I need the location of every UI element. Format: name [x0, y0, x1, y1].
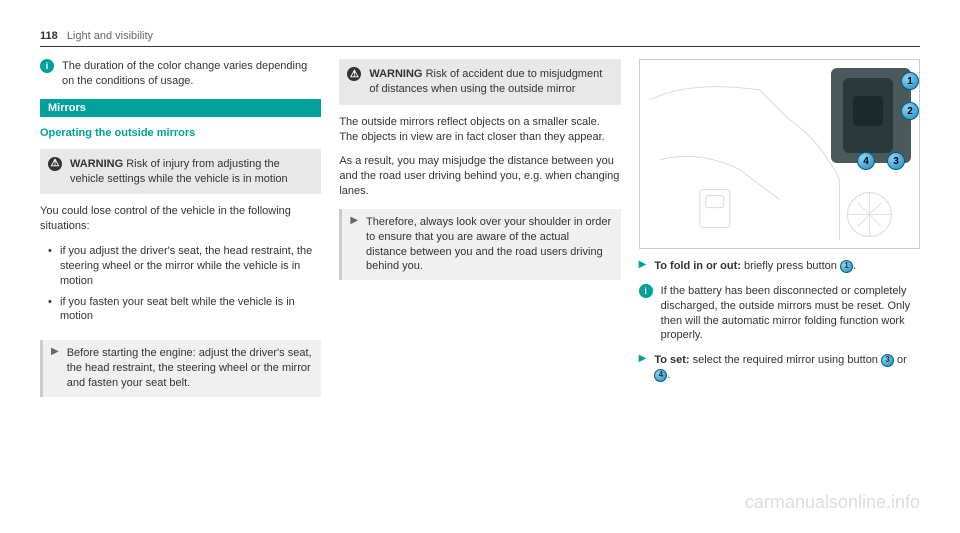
page-section-title: Light and visibility	[67, 30, 153, 42]
section-header-mirrors: Mirrors	[40, 99, 321, 117]
arrow-icon: ▶	[639, 259, 647, 270]
bullet-item: if you adjust the driver's seat, the hea…	[60, 244, 321, 289]
warning-icon: ⚠	[48, 157, 62, 171]
instruction-text: To fold in or out: briefly press button …	[654, 259, 856, 274]
warning-box: ⚠ WARNING Risk of accident due to misjud…	[339, 59, 620, 105]
mirror-control-illustration: 1 2 3 4	[639, 59, 920, 249]
instruction-set: ▶ To set: select the required mirror usi…	[639, 353, 920, 383]
warning-label: WARNING	[70, 158, 123, 170]
bullet-list: if you adjust the driver's seat, the hea…	[60, 244, 321, 330]
info-text: The duration of the color change varies …	[62, 59, 321, 89]
instruction-rest: select the required mirror using button	[690, 354, 881, 366]
instruction-bold: To set:	[654, 354, 689, 366]
warning-text: WARNING Risk of accident due to misjudgm…	[369, 67, 612, 97]
body-paragraph: The outside mirrors reflect objects on a…	[339, 115, 620, 145]
warning-icon: ⚠	[347, 67, 361, 81]
warning-label: WARNING	[369, 68, 422, 80]
callout-3: 3	[887, 152, 905, 170]
arrow-icon: ▶	[350, 215, 358, 226]
instruction-text: Before starting the engine: adjust the d…	[67, 346, 314, 391]
instruction-box: ▶ Before starting the engine: adjust the…	[40, 340, 321, 397]
warning-text: WARNING Risk of injury from adjusting th…	[70, 157, 313, 187]
info-note: i The duration of the color change varie…	[40, 59, 321, 89]
column-3: 1 2 3 4 ▶ To fold in or out: briefly pre…	[639, 59, 920, 397]
sub-header-operating: Operating the outside mirrors	[40, 127, 321, 139]
body-paragraph: As a result, you may misjudge the distan…	[339, 154, 620, 199]
instruction-or: or	[894, 354, 907, 366]
button-group	[843, 78, 893, 153]
instruction-text: To set: select the required mirror using…	[654, 353, 920, 383]
column-1: i The duration of the color change varie…	[40, 59, 321, 397]
body-paragraph: You could lose control of the vehicle in…	[40, 204, 321, 234]
column-2: ⚠ WARNING Risk of accident due to misjud…	[339, 59, 620, 397]
arrow-icon: ▶	[639, 353, 647, 364]
instruction-bold: To fold in or out:	[654, 260, 741, 272]
watermark: carmanualsonline.info	[745, 492, 920, 513]
info-icon: i	[639, 284, 653, 298]
control-panel	[831, 68, 911, 163]
callout-4: 4	[857, 152, 875, 170]
callout-ref-4: 4	[654, 369, 667, 382]
bullet-item: if you fasten your seat belt while the v…	[60, 295, 321, 325]
callout-1: 1	[901, 72, 919, 90]
info-note: i If the battery has been disconnected o…	[639, 284, 920, 343]
page-header: 118 Light and visibility	[40, 30, 920, 47]
instruction-box: ▶ Therefore, always look over your shoul…	[339, 209, 620, 280]
info-text: If the battery has been disconnected or …	[661, 284, 920, 343]
arrow-icon: ▶	[51, 346, 59, 357]
page-number: 118	[40, 30, 58, 42]
warning-box: ⚠ WARNING Risk of injury from adjusting …	[40, 149, 321, 195]
callout-2: 2	[901, 102, 919, 120]
content-columns: i The duration of the color change varie…	[40, 59, 920, 397]
instruction-end: .	[667, 369, 670, 381]
instruction-fold: ▶ To fold in or out: briefly press butto…	[639, 259, 920, 274]
dpad	[853, 96, 883, 126]
info-icon: i	[40, 59, 54, 73]
instruction-rest: briefly press button	[741, 260, 840, 272]
instruction-text: Therefore, always look over your shoulde…	[366, 215, 613, 274]
callout-ref-1: 1	[840, 260, 853, 273]
callout-ref-3: 3	[881, 354, 894, 367]
